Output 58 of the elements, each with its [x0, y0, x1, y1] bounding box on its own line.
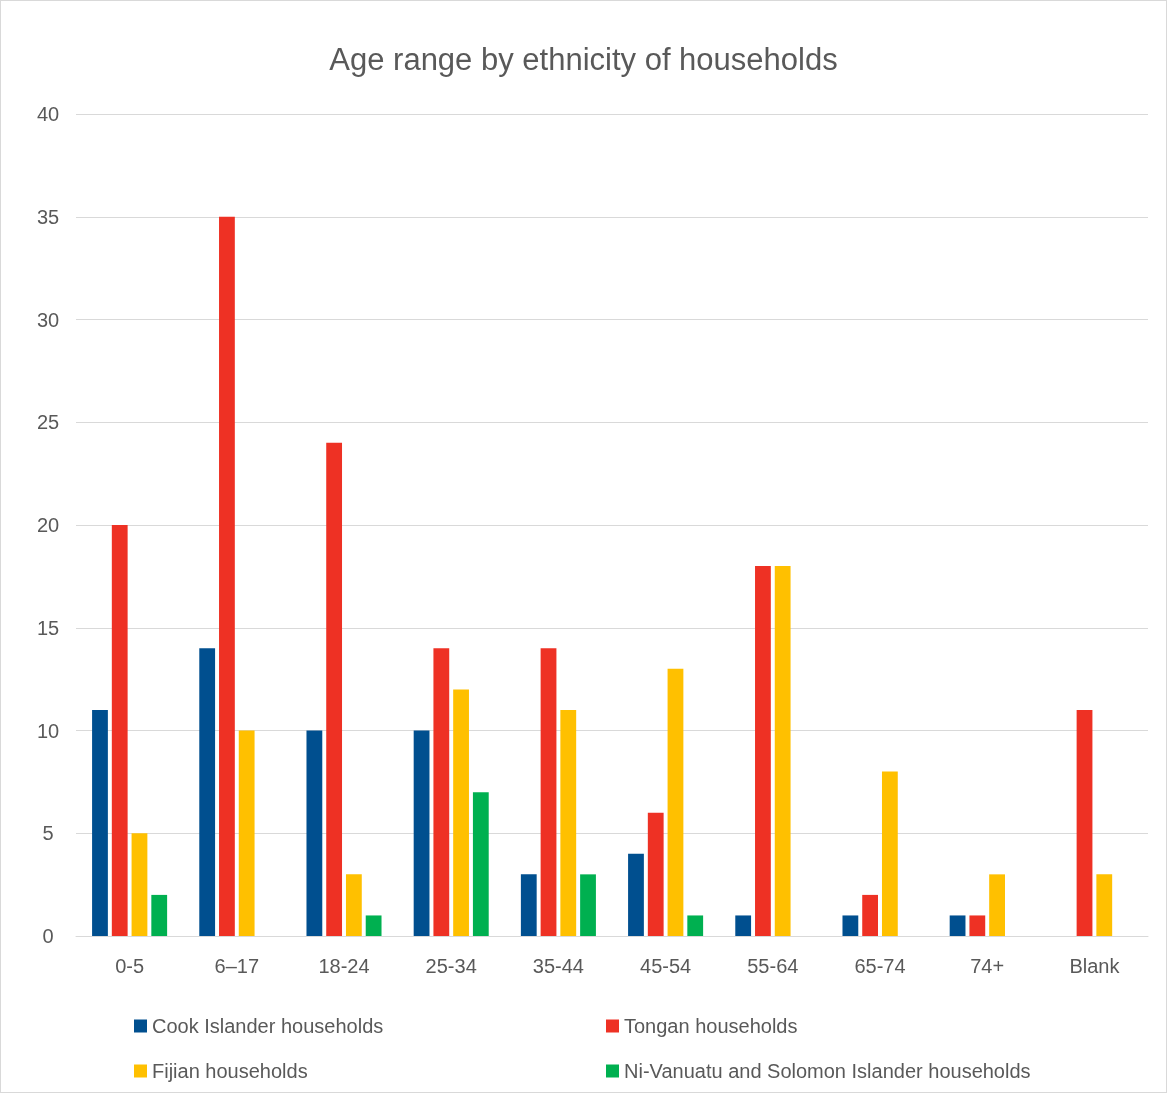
x-tick-label: 65-74: [854, 955, 906, 977]
bar: [667, 668, 684, 936]
legend-label: Cook Islander households: [152, 1015, 384, 1037]
bar: [520, 874, 537, 936]
bar: [774, 566, 791, 936]
bar: [219, 216, 235, 936]
bar: [1096, 874, 1113, 936]
legend-label: Ni-Vanuatu and Solomon Islander households: [624, 1060, 1031, 1082]
x-tick-label: 6–17: [214, 955, 260, 977]
bar: [881, 771, 898, 936]
bar: [345, 874, 362, 936]
bar: [580, 874, 596, 936]
x-tick-label: 35-44: [532, 955, 584, 977]
bar: [111, 525, 128, 936]
y-tick-label: 0: [42, 925, 54, 947]
bar: [151, 894, 168, 936]
y-tick-label: 30: [36, 308, 60, 331]
bar: [540, 648, 557, 936]
y-tick-label: 25: [36, 411, 60, 434]
chart-title: Age range by ethnicity of households: [329, 42, 838, 77]
bar: [687, 915, 704, 936]
bar: [989, 874, 1005, 936]
legend-label: Fijian households: [152, 1060, 308, 1082]
bar: [1076, 709, 1093, 936]
y-tick-label: 15: [36, 616, 60, 639]
y-tick-label: 20: [36, 514, 60, 536]
bar: [306, 730, 323, 936]
x-tick-label: 18-24: [318, 955, 370, 977]
bar: [560, 709, 577, 936]
bar: [131, 833, 148, 936]
bar: [842, 915, 859, 936]
x-tick-label: 25-34: [425, 955, 477, 977]
x-tick-label: Blank: [1069, 955, 1121, 977]
x-tick-label: 0-5: [115, 955, 145, 977]
bar: [453, 689, 469, 936]
bar: [755, 566, 771, 936]
x-tick-label: 55-64: [747, 955, 799, 977]
bar: [949, 915, 966, 936]
y-tick-label: 35: [36, 205, 60, 228]
bar: [628, 853, 644, 936]
bar: [472, 792, 489, 936]
x-tick-label: 74+: [970, 955, 1005, 977]
y-tick-label: 5: [42, 822, 54, 845]
legend-label: Tongan households: [624, 1015, 798, 1037]
bar: [413, 730, 430, 936]
y-tick-label: 40: [36, 103, 60, 125]
bar: [735, 915, 752, 936]
bar: [326, 442, 343, 936]
bar: [365, 915, 382, 936]
bar: [433, 648, 450, 936]
x-tick-label: 45-54: [640, 955, 692, 977]
bar: [199, 648, 216, 936]
bar: [238, 730, 255, 936]
bar: [647, 812, 664, 936]
bar: [969, 915, 986, 936]
bar: [92, 709, 108, 936]
bar: [862, 894, 879, 936]
y-tick-label: 10: [36, 719, 60, 742]
